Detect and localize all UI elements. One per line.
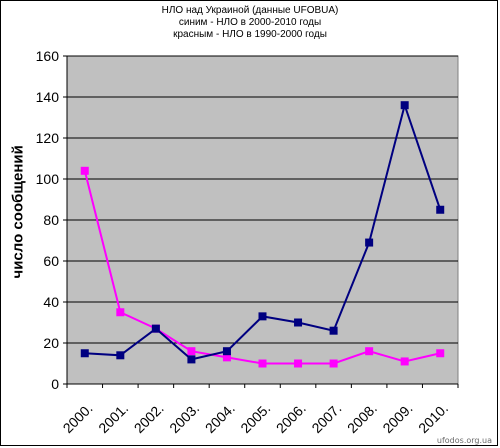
watermark: ufodos.org.ua xyxy=(436,436,492,445)
y-tick-label: 0 xyxy=(51,376,59,392)
chart-subtitle-blue: синим - НЛО в 2000-2010 годы xyxy=(178,17,322,28)
data-point-marker xyxy=(329,359,338,368)
x-tick-label: 2008. xyxy=(344,400,380,436)
data-point-marker xyxy=(151,324,160,333)
data-point-marker xyxy=(116,351,125,360)
y-tick-label: 40 xyxy=(43,294,59,310)
data-point-marker xyxy=(436,349,445,358)
data-point-marker xyxy=(294,318,303,327)
data-point-marker xyxy=(187,355,196,364)
chart-subtitle-red: красным - НЛО в 1990-2000 годы xyxy=(173,29,327,40)
data-point-marker xyxy=(400,101,409,110)
y-tick-label: 60 xyxy=(43,253,59,269)
x-tick-label: 2004. xyxy=(202,400,238,436)
data-point-marker xyxy=(365,238,374,247)
data-point-marker xyxy=(258,359,267,368)
y-tick-label: 140 xyxy=(36,89,60,105)
data-point-marker xyxy=(329,326,338,335)
y-tick-label: 80 xyxy=(43,212,59,228)
y-tick-label: 160 xyxy=(36,48,60,64)
data-point-marker xyxy=(80,166,89,175)
x-tick-label: 2007. xyxy=(308,400,344,436)
y-tick-label: 20 xyxy=(43,335,59,351)
x-tick-label: 2001. xyxy=(95,400,131,436)
data-point-marker xyxy=(116,308,125,317)
x-tick-label: 2005. xyxy=(237,400,273,436)
data-point-marker xyxy=(222,353,231,362)
data-point-marker xyxy=(80,349,89,358)
data-point-marker xyxy=(365,347,374,356)
x-tick-label: 2003. xyxy=(166,400,202,436)
x-tick-label: 2000. xyxy=(60,400,96,436)
x-tick-label: 2002. xyxy=(131,400,167,436)
y-tick-label: 100 xyxy=(36,171,60,187)
data-point-marker xyxy=(436,205,445,214)
y-tick-label: 120 xyxy=(36,130,60,146)
data-point-marker xyxy=(222,347,231,356)
data-point-marker xyxy=(400,357,409,366)
x-tick-label: 2010. xyxy=(415,400,451,436)
x-tick-label: 2009. xyxy=(379,400,415,436)
data-point-marker xyxy=(187,347,196,356)
chart-title: НЛО над Украиной (данные UFOBUA) xyxy=(161,5,339,16)
data-point-marker xyxy=(294,359,303,368)
x-tick-label: 2006. xyxy=(273,400,309,436)
data-point-marker xyxy=(258,312,267,321)
chart-header: НЛО над Украиной (данные UFOBUA) синим -… xyxy=(0,5,500,41)
